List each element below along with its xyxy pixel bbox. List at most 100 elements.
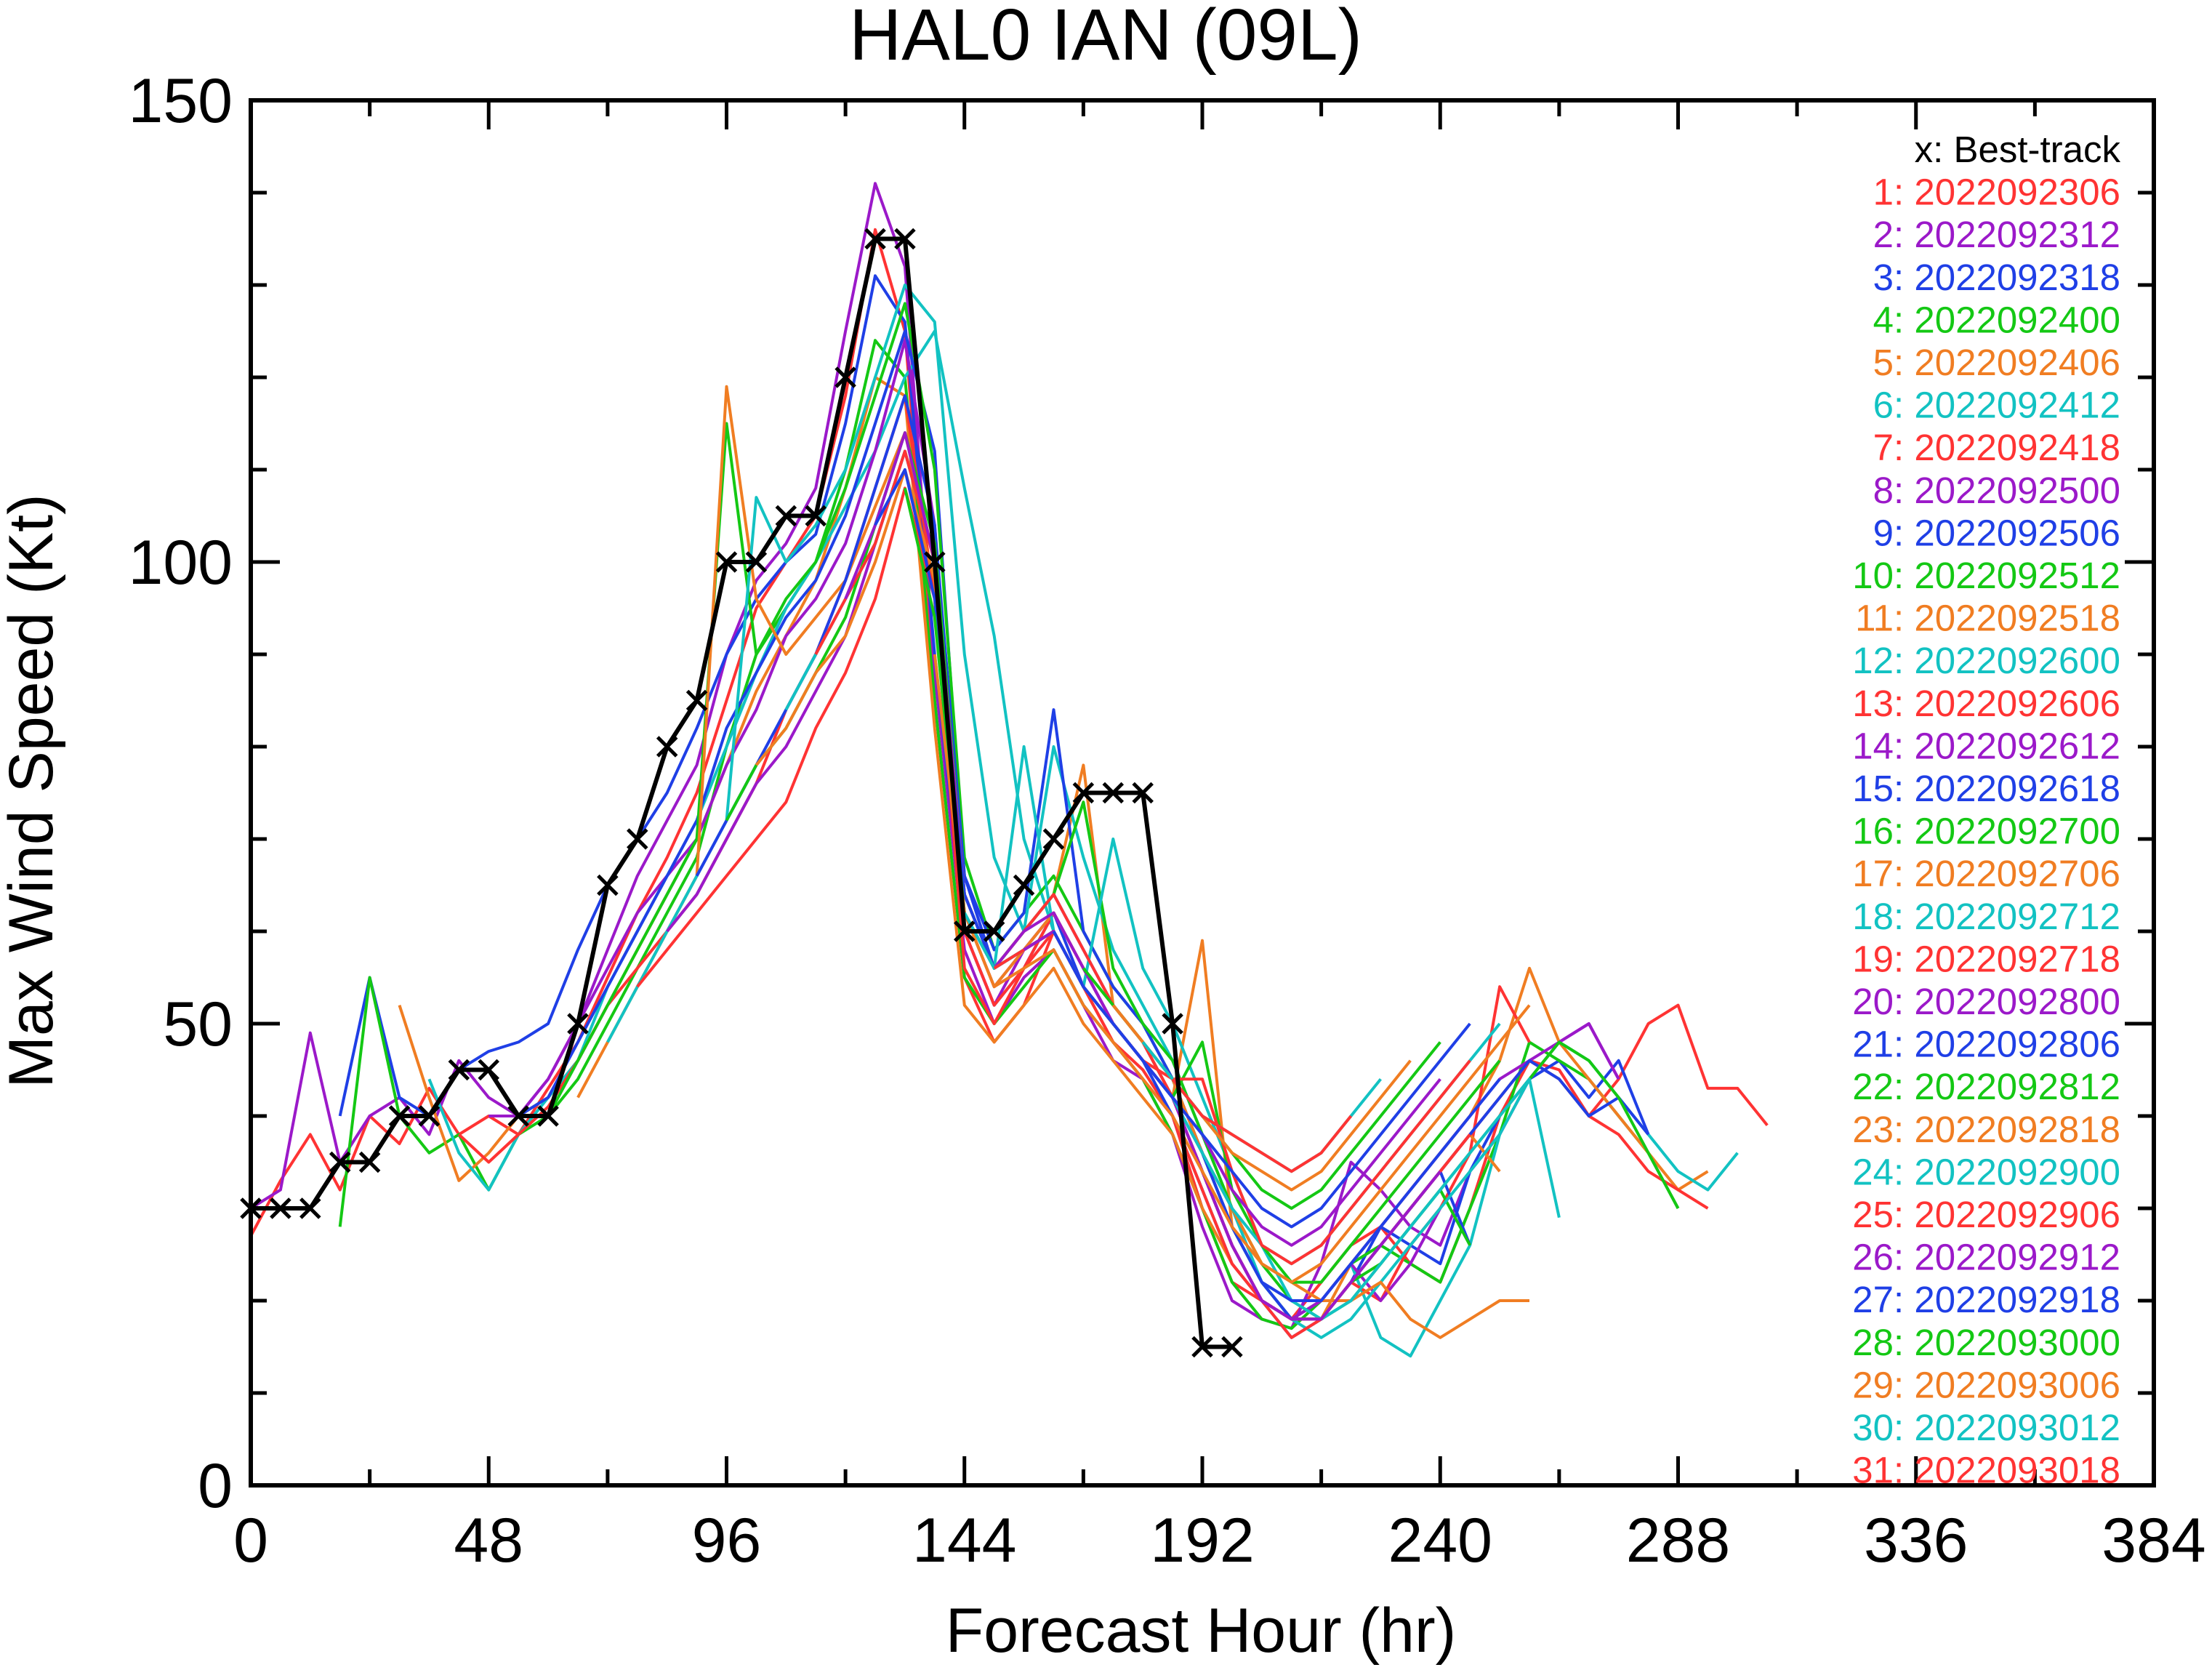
- best-track-marker: [478, 1059, 500, 1081]
- best-track-layer: [240, 228, 1243, 1358]
- y-tick-label: 0: [198, 1451, 233, 1521]
- legend-entry-2: 2: 2022092312: [1873, 214, 2120, 255]
- forecast-line-22: [903, 487, 1501, 1284]
- y-axis-title: Max Wind Speed (Kt): [0, 494, 66, 1088]
- legend-entry-11: 11: 2022092518: [1855, 598, 2120, 639]
- x-tick-label: 96: [692, 1506, 762, 1575]
- x-tick-label: 192: [1150, 1506, 1255, 1575]
- best-track-marker: [299, 1197, 321, 1219]
- legend-entry-4: 4: 2022092400: [1873, 299, 2120, 340]
- legend-entry-25: 25: 2022092906: [1852, 1194, 2120, 1235]
- forecast-line-10: [547, 302, 1471, 1321]
- best-track-marker: [953, 920, 976, 942]
- x-axis-title: Forecast Hour (hr): [946, 1596, 1457, 1666]
- legend-entry-19: 19: 2022092718: [1852, 938, 2120, 979]
- best-track-marker: [388, 1105, 411, 1127]
- best-track-marker: [924, 551, 946, 573]
- x-tick-label: 384: [2102, 1506, 2206, 1575]
- legend-entry-5: 5: 2022092406: [1873, 342, 2120, 383]
- best-track-marker: [507, 1105, 529, 1127]
- forecast-line-31: [1171, 1077, 1353, 1173]
- forecast-line-19: [814, 449, 1471, 1321]
- legend-entry-20: 20: 2022092800: [1852, 981, 2120, 1022]
- best-track-marker: [1221, 1336, 1243, 1358]
- x-tick-label: 144: [912, 1506, 1017, 1575]
- best-track-marker: [1132, 782, 1154, 804]
- best-track-marker: [567, 1013, 589, 1035]
- best-track-line: [251, 236, 1232, 1349]
- legend-best-track: x: Best-track: [1915, 129, 2121, 170]
- legend-entry-21: 21: 2022092806: [1852, 1024, 2120, 1065]
- best-track-marker: [1191, 1336, 1213, 1358]
- legend-entry-29: 29: 2022093006: [1852, 1364, 2120, 1405]
- legend-entry-26: 26: 2022092912: [1852, 1237, 2120, 1278]
- forecast-line-11: [576, 385, 1501, 1321]
- legend-entry-6: 6: 2022092412: [1873, 385, 2120, 426]
- forecast-line-2: [249, 182, 1620, 1330]
- best-track-marker: [834, 366, 856, 388]
- y-tick-label: 50: [163, 989, 233, 1059]
- forecast-line-15: [695, 394, 1650, 1321]
- best-track-marker: [1102, 782, 1125, 804]
- best-track-marker: [745, 551, 768, 573]
- best-track-marker: [894, 228, 916, 250]
- legend-entry-16: 16: 2022092700: [1852, 811, 2120, 852]
- best-track-marker: [1162, 1013, 1183, 1035]
- forecast-line-27: [1052, 931, 1471, 1229]
- forecast-line-18: [784, 449, 1561, 1321]
- best-track-marker: [805, 505, 827, 527]
- forecast-line-12: [606, 284, 1501, 1339]
- best-track-marker: [1072, 782, 1095, 804]
- legend-entry-13: 13: 2022092606: [1852, 683, 2120, 724]
- x-tick-label: 336: [1864, 1506, 1968, 1575]
- best-track-marker: [358, 1151, 381, 1173]
- legend-entry-30: 30: 2022093012: [1852, 1407, 2120, 1448]
- best-track-marker: [864, 228, 886, 250]
- forecast-line-5: [398, 376, 1709, 1321]
- legend-entry-23: 23: 2022092818: [1852, 1109, 2120, 1150]
- forecast-line-23: [933, 654, 1531, 1284]
- legend-entry-8: 8: 2022092500: [1873, 470, 2120, 511]
- legend-entry-7: 7: 2022092418: [1873, 427, 2120, 468]
- legend-entry-15: 15: 2022092618: [1852, 768, 2120, 809]
- x-tick-label: 288: [1626, 1506, 1731, 1575]
- legend-entry-10: 10: 2022092512: [1852, 555, 2120, 596]
- legend-entry-9: 9: 2022092506: [1873, 512, 2120, 553]
- x-tick-label: 0: [233, 1506, 268, 1575]
- best-track-marker: [775, 505, 797, 527]
- legend-entry-14: 14: 2022092612: [1852, 725, 2120, 766]
- best-track-marker: [715, 551, 738, 573]
- legend-entry-12: 12: 2022092600: [1852, 640, 2120, 681]
- y-tick-label: 150: [129, 66, 233, 136]
- best-track-marker: [537, 1105, 559, 1127]
- axes-layer: 0 48 96 144 192 240 288 336 384 0 50 100 150: [129, 66, 2206, 1575]
- forecast-line-6: [427, 329, 1739, 1358]
- legend-entry-17: 17: 2022092706: [1852, 853, 2120, 894]
- chart-title: HAL0 IAN (09L): [849, 0, 1362, 76]
- forecast-line-3: [338, 274, 1650, 1321]
- legend-entry-24: 24: 2022092900: [1852, 1151, 2120, 1192]
- legend-entry-3: 3: 2022092318: [1873, 257, 2120, 298]
- best-track-marker: [418, 1105, 441, 1127]
- best-track-marker: [1013, 874, 1035, 896]
- best-track-marker: [983, 920, 1005, 942]
- best-track-marker: [656, 736, 678, 758]
- legend-entry-27: 27: 2022092918: [1852, 1279, 2120, 1320]
- best-track-marker: [627, 828, 648, 850]
- x-tick-label: 48: [454, 1506, 523, 1575]
- best-track-marker: [597, 874, 619, 896]
- best-track-marker: [329, 1151, 351, 1173]
- legend-entry-18: 18: 2022092712: [1852, 896, 2120, 937]
- forecast-line-4: [338, 339, 1680, 1330]
- best-track-marker: [448, 1059, 470, 1081]
- legend-entry-1: 1: 2022092306: [1873, 172, 2120, 213]
- best-track-marker: [270, 1197, 291, 1219]
- forecast-line-17: [755, 468, 1529, 1339]
- best-track-marker: [1042, 828, 1065, 850]
- forecast-series-layer: [249, 182, 1769, 1358]
- legend-entry-22: 22: 2022092812: [1852, 1066, 2120, 1107]
- best-track-marker: [685, 689, 708, 712]
- y-tick-label: 100: [129, 528, 233, 598]
